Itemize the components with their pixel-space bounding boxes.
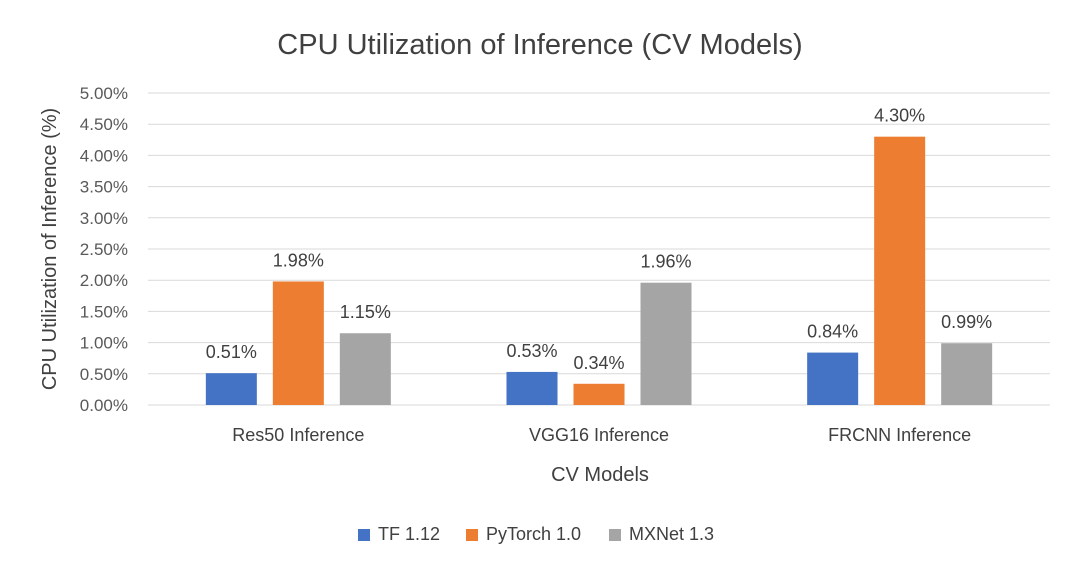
x-category-label: FRCNN Inference xyxy=(828,425,971,445)
data-label: 4.30% xyxy=(874,106,925,126)
y-tick-label: 1.00% xyxy=(80,334,128,353)
legend-swatch xyxy=(358,529,370,541)
data-label: 1.98% xyxy=(273,250,324,270)
y-tick-label: 0.50% xyxy=(80,365,128,384)
legend-swatch xyxy=(466,529,478,541)
bar-tf-2 xyxy=(506,371,558,405)
bar-pytorch-1 xyxy=(272,281,324,405)
legend-label: MXNet 1.3 xyxy=(629,524,714,544)
bar-mxnet-2 xyxy=(640,282,692,405)
y-tick-label: 0.00% xyxy=(80,396,128,415)
chart-title: CPU Utilization of Inference (CV Models) xyxy=(277,29,802,61)
y-tick-label: 1.50% xyxy=(80,302,128,321)
y-tick-label: 3.50% xyxy=(80,178,128,197)
bar-tf-3 xyxy=(807,352,859,405)
y-tick-label: 3.00% xyxy=(80,209,128,228)
y-axis-ticks: 0.00% 0.50% 1.00% 1.50% 2.00% 2.50% 3.00% 3.50%… xyxy=(80,84,128,415)
data-label: 0.53% xyxy=(506,341,557,361)
data-labels: 0.51% 1.98% 1.15% 0.53% 0.34% 1.96% 0.84% 4.30%… xyxy=(206,106,992,373)
y-tick-label: 4.50% xyxy=(80,115,128,134)
data-label: 0.34% xyxy=(573,353,624,373)
x-category-label: VGG16 Inference xyxy=(529,425,669,445)
y-tick-label: 5.00% xyxy=(80,84,128,103)
x-axis-categories: Res50 Inference VGG16 Inference FRCNN Infe… xyxy=(232,425,971,445)
bar-pytorch-3 xyxy=(874,136,926,405)
legend-swatch xyxy=(609,529,621,541)
data-label: 0.84% xyxy=(807,322,858,342)
y-tick-label: 4.00% xyxy=(80,146,128,165)
bars xyxy=(205,136,993,405)
bar-tf-1 xyxy=(205,373,257,405)
x-category-label: Res50 Inference xyxy=(232,425,364,445)
bar-mxnet-3 xyxy=(941,343,993,405)
data-label: 1.96% xyxy=(640,252,691,272)
bar-pytorch-2 xyxy=(573,383,625,405)
y-axis-title: CPU Utilization of Inference (%) xyxy=(39,108,61,390)
data-label: 0.99% xyxy=(941,312,992,332)
bar-mxnet-1 xyxy=(339,333,391,405)
x-axis-title: CV Models xyxy=(551,464,649,486)
legend-label: TF 1.12 xyxy=(378,524,440,544)
data-label: 0.51% xyxy=(206,342,257,362)
legend: TF 1.12 PyTorch 1.0 MXNet 1.3 xyxy=(358,524,714,544)
legend-label: PyTorch 1.0 xyxy=(486,524,581,544)
y-tick-label: 2.00% xyxy=(80,271,128,290)
y-tick-label: 2.50% xyxy=(80,240,128,259)
data-label: 1.15% xyxy=(340,302,391,322)
